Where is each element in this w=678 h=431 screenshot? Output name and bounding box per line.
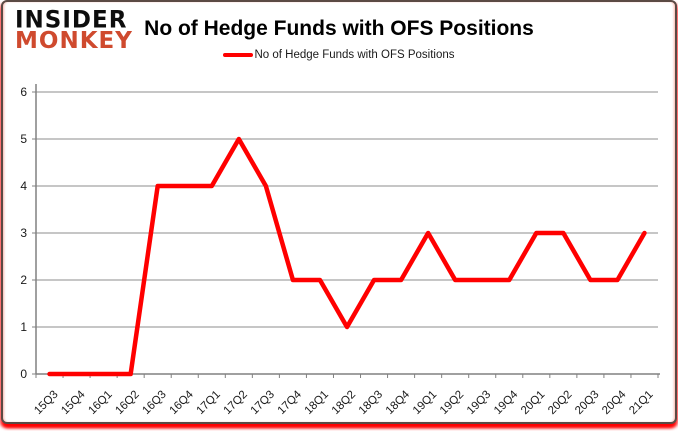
y-axis-label: 3 — [20, 226, 27, 240]
x-axis-label: 20Q1 — [519, 389, 547, 417]
chart-canvas: 012345615Q315Q416Q116Q216Q316Q417Q117Q21… — [20, 84, 660, 417]
x-axis-label: 20Q4 — [600, 388, 629, 417]
x-axis-label: 18Q1 — [303, 389, 331, 417]
y-axis-label: 1 — [20, 320, 27, 334]
x-axis-label: 19Q2 — [438, 389, 466, 417]
logo-line2: MONKEY — [15, 28, 133, 54]
x-axis-label: 19Q4 — [492, 388, 521, 417]
x-axis-label: 17Q4 — [276, 388, 305, 417]
x-axis-label: 17Q1 — [195, 389, 223, 417]
x-axis-label: 20Q3 — [573, 389, 601, 417]
x-axis-label: 16Q1 — [86, 389, 114, 417]
y-axis-label: 5 — [20, 132, 27, 146]
x-axis-label: 18Q2 — [330, 389, 358, 417]
chart-legend: No of Hedge Funds with OFS Positions — [3, 49, 675, 61]
legend-line-marker — [223, 53, 254, 57]
y-axis-label: 6 — [20, 85, 27, 99]
x-axis-label: 20Q2 — [546, 389, 574, 417]
x-axis-label: 21Q1 — [627, 389, 655, 417]
x-axis-label: 19Q3 — [465, 389, 493, 417]
x-axis-label: 18Q3 — [357, 389, 385, 417]
x-axis-label: 18Q4 — [384, 388, 413, 417]
series-line — [47, 136, 647, 377]
y-axis-label: 2 — [20, 273, 27, 287]
chart-header: No of Hedge Funds with OFS Positions No … — [3, 2, 675, 61]
chart-title: No of Hedge Funds with OFS Positions — [144, 17, 534, 40]
x-axis-label: 15Q3 — [32, 389, 60, 417]
logo-line1: INSIDER — [15, 6, 128, 34]
x-axis-label: 16Q3 — [140, 389, 168, 417]
x-axis-label: 17Q2 — [222, 389, 250, 417]
x-axis-label: 15Q4 — [59, 388, 88, 417]
insider-monkey-logo: INSIDER MONKEY — [15, 6, 133, 54]
x-axis-label: 16Q2 — [113, 389, 141, 417]
y-axis-label: 4 — [20, 179, 27, 193]
legend-label: No of Hedge Funds with OFS Positions — [254, 49, 455, 61]
x-axis-label: 16Q4 — [167, 388, 196, 417]
x-axis-label: 19Q1 — [411, 389, 439, 417]
y-axis-label: 0 — [20, 367, 27, 381]
x-axis-label: 17Q3 — [249, 389, 277, 417]
